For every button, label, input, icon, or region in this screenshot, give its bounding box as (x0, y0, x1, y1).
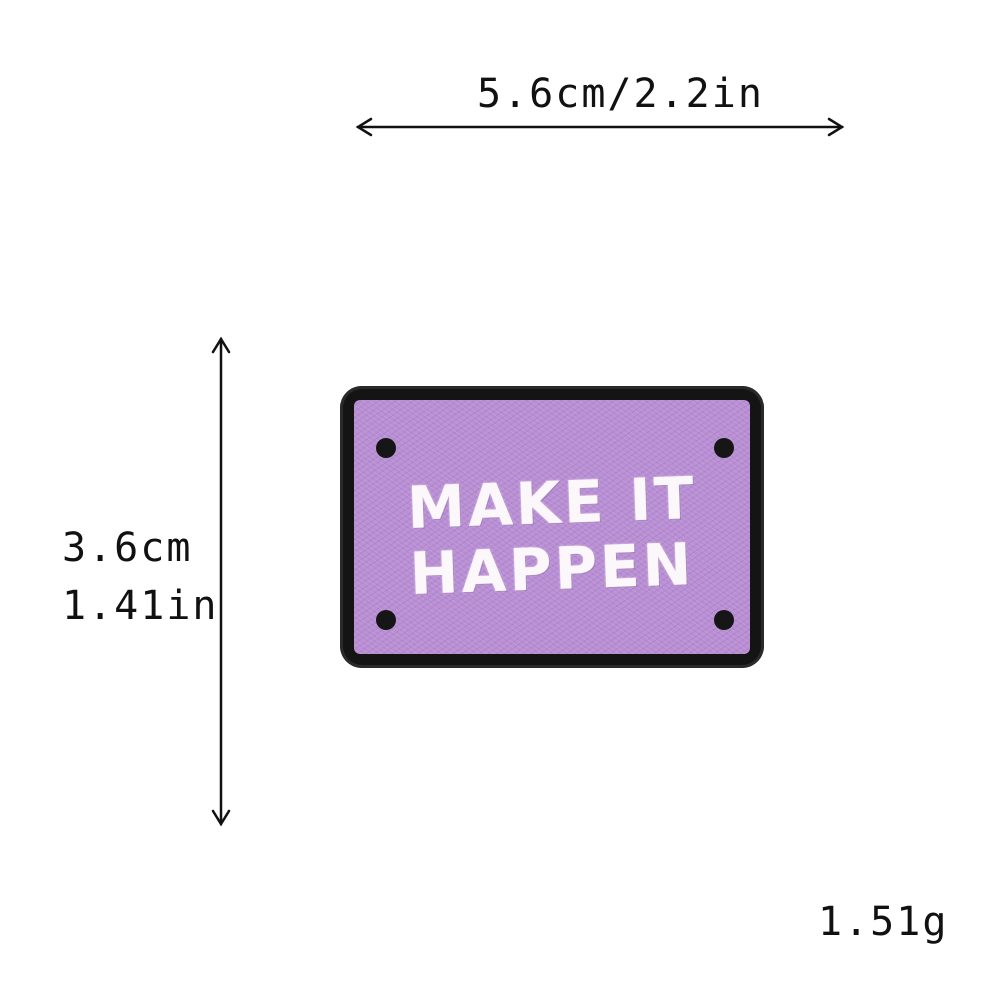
rivet-dot-bottom-right (714, 610, 734, 630)
height-in-label: 1.41in (62, 583, 219, 629)
width-arrow (355, 117, 845, 137)
patch-text-line-1: MAKE IT (406, 463, 698, 543)
height-cm-label: 3.6cm (62, 525, 193, 571)
rivet-dot-bottom-left (376, 610, 396, 630)
width-dimension-label: 5.6cm/2.2in (477, 71, 764, 117)
weight-label: 1.51g (818, 899, 949, 945)
rivet-dot-top-right (714, 438, 734, 458)
rivet-dot-top-left (376, 438, 396, 458)
patch-text-line-2: HAPPEN (408, 530, 696, 608)
embroidered-patch: MAKE IT HAPPEN (340, 386, 764, 668)
height-arrow (211, 336, 231, 827)
patch-face: MAKE IT HAPPEN (354, 400, 750, 654)
